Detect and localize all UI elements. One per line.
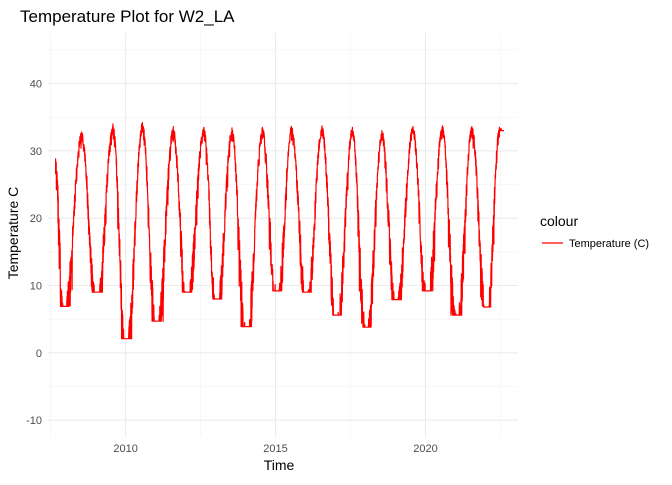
chart-title: Temperature Plot for W2_LA — [20, 7, 235, 26]
y-tick-label: 0 — [36, 348, 42, 360]
y-axis-title: Temperature C — [5, 187, 21, 280]
grid-layer — [48, 33, 518, 437]
y-tick-label: -10 — [26, 415, 42, 427]
x-tick-label: 2015 — [263, 443, 287, 455]
legend-title: colour — [540, 213, 578, 229]
temperature-series-line — [54, 121, 505, 340]
series-layer — [54, 121, 505, 340]
ticks-layer: -10 0 10 20 30 40 2010 2015 2020 — [26, 79, 438, 456]
legend-entry-label: Temperature (C) — [569, 238, 649, 250]
y-tick-label: 30 — [30, 146, 42, 158]
x-axis-title: Time — [264, 457, 295, 473]
legend: colour Temperature (C) — [540, 213, 649, 250]
x-tick-label: 2020 — [413, 443, 437, 455]
y-tick-label: 40 — [30, 79, 42, 91]
y-tick-label: 10 — [30, 281, 42, 293]
x-tick-label: 2010 — [113, 443, 137, 455]
y-tick-label: 20 — [30, 213, 42, 225]
